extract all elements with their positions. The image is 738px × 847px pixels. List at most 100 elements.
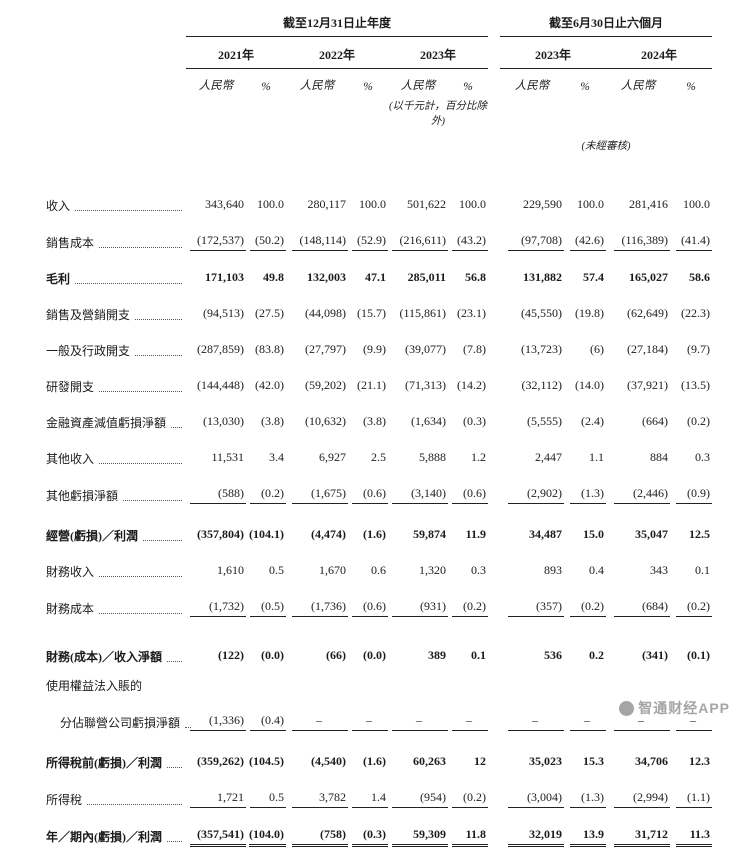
value-cell: (0.2) <box>448 580 489 617</box>
year-header-2021: 2021年 <box>186 36 286 69</box>
spacer-cell <box>488 214 500 251</box>
value-cell: 12.5 <box>670 504 712 544</box>
value: (27,184) <box>627 342 669 356</box>
value: (14.2) <box>457 378 487 392</box>
value: (83.8) <box>255 342 284 356</box>
row-label: 收入 <box>46 199 71 213</box>
spacer-cell <box>488 69 500 94</box>
dot-leader <box>135 354 182 356</box>
value-cell: 2,447 <box>500 431 564 467</box>
value-cell: (172,537) <box>186 214 246 251</box>
dot-leader <box>75 282 182 284</box>
spacer-cell <box>488 93 500 128</box>
row-label: 年／期內(虧損)／利潤 <box>46 830 162 844</box>
value: (66) <box>326 648 346 662</box>
value: (10,632) <box>305 414 346 428</box>
spacer-cell <box>488 694 500 731</box>
value: (59,202) <box>305 378 346 392</box>
value-cell: (0.5) <box>246 580 286 617</box>
value: (32,112) <box>521 378 563 392</box>
value: – <box>452 713 489 731</box>
value: 57.4 <box>583 270 605 284</box>
row-label-cell: 研發開支 <box>46 359 186 395</box>
unaudited-note-row: (未經審核) <box>46 128 712 163</box>
spacer-cell <box>488 544 500 580</box>
spacer-cell <box>488 580 500 617</box>
spacer-cell <box>500 93 712 128</box>
value-cell: (37,921) <box>606 359 670 395</box>
value: (94,513) <box>203 306 244 320</box>
value: 0.1 <box>471 648 487 662</box>
row-label: 金融資產減值虧損淨額 <box>46 416 167 430</box>
row-label: 所得稅前(虧損)／利潤 <box>46 756 162 770</box>
value: 60,263 <box>413 754 446 768</box>
spacer-cell <box>488 10 500 37</box>
value-cell: 100.0 <box>348 163 388 214</box>
value-cell: (59,202) <box>286 359 348 395</box>
table-row: 財務成本 (1,732) (0.5) (1,736) (0.6) (931) (0.2) (3… <box>46 580 713 617</box>
value-cell: 11.3 <box>670 808 713 847</box>
currency-header: 人民幣 <box>514 80 550 92</box>
value: – <box>392 713 448 731</box>
row-label-cell: 毛利 <box>46 251 186 287</box>
value-cell: 6,927 <box>286 431 348 467</box>
value-cell: (27,797) <box>286 323 348 359</box>
value: (41.4) <box>676 233 713 251</box>
value-cell: (1.3) <box>564 771 607 808</box>
value: (21.1) <box>357 378 386 392</box>
value: (104.1) <box>249 527 284 541</box>
value-cell: 12 <box>448 731 488 771</box>
dot-leader <box>99 462 182 464</box>
value: (2.4) <box>581 414 605 428</box>
value-cell: 57.4 <box>564 251 606 287</box>
row-label: 其他虧損淨額 <box>46 489 119 503</box>
value-cell: (71,313) <box>388 359 448 395</box>
value-cell: (52.9) <box>348 214 388 251</box>
table-row: 年／期內(虧損)／利潤 (357,541) (104.0) (758) (0.3) 59,… <box>46 808 713 847</box>
value-cell: 1.2 <box>448 431 488 467</box>
units-note-row: (以千元計，百分比除外) <box>46 93 712 128</box>
dot-leader <box>171 426 182 428</box>
value: (0.3) <box>352 827 388 847</box>
row-label-cell: 財務(成本)／收入淨額 <box>46 617 186 665</box>
watermark-text: 智通财经APP <box>638 700 730 716</box>
table-row: 其他虧損淨額 (588) (0.2) (1,675) (0.6) (3,140) (0.6)… <box>46 467 713 504</box>
value-cell: 47.1 <box>348 251 388 287</box>
value: 11.9 <box>465 527 487 541</box>
value: (588) <box>190 486 246 504</box>
value: 343,640 <box>205 197 244 211</box>
value: (0.0) <box>261 648 284 662</box>
value-cell: (104.0) <box>246 808 286 847</box>
value: 12 <box>474 754 487 768</box>
value: (44,098) <box>305 306 346 320</box>
value-cell: (13,723) <box>500 323 564 359</box>
value: 285,011 <box>407 270 446 284</box>
table-row: 收入 343,640 100.0 280,117 100.0 501,622 100.0 22… <box>46 163 712 214</box>
value: 229,590 <box>523 197 563 211</box>
percent-header: % <box>363 81 373 93</box>
value: 0.1 <box>695 563 711 577</box>
value: (0.2) <box>687 414 711 428</box>
row-label-cell: 使用權益法入賬的 <box>46 665 186 694</box>
value-cell: (1.6) <box>348 504 388 544</box>
value-cell: 0.1 <box>670 544 712 580</box>
spacer-cell <box>488 359 500 395</box>
value-cell: 165,027 <box>606 251 670 287</box>
value: (9.9) <box>363 342 386 356</box>
spacer-cell <box>488 37 500 69</box>
value-cell: (5,555) <box>500 395 564 431</box>
value: – <box>508 713 565 731</box>
value: 132,003 <box>307 270 346 284</box>
value: 343 <box>650 563 669 577</box>
value-cell: (45,550) <box>500 287 564 323</box>
value-cell: (3.8) <box>348 395 388 431</box>
value: (27,797) <box>305 342 346 356</box>
value: (15.7) <box>357 306 386 320</box>
percent-header: % <box>580 81 590 93</box>
value: (43.2) <box>452 233 489 251</box>
dot-leader <box>99 246 182 248</box>
value: (3,140) <box>392 486 448 504</box>
table-row: 銷售及營銷開支 (94,513) (27.5) (44,098) (15.7) (115,… <box>46 287 712 323</box>
year-header-row: 2021年 2022年 2023年 2023年 2024年 <box>46 36 713 69</box>
value-cell: (0.3) <box>448 395 488 431</box>
